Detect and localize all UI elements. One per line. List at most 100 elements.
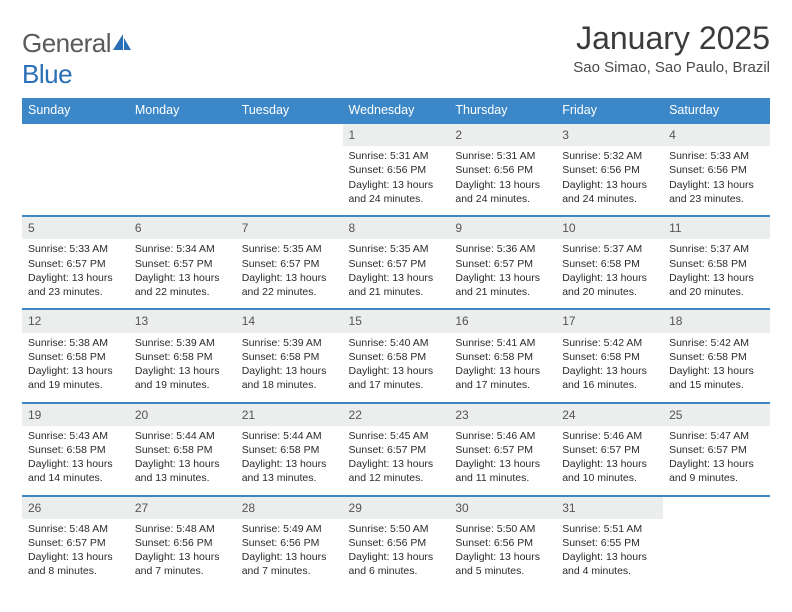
calendar-cell: 6Sunrise: 5:34 AMSunset: 6:57 PMDaylight… [129,216,236,309]
weekday-header: Sunday [22,98,129,123]
sunset-line: Sunset: 6:58 PM [28,350,123,364]
sunrise-line: Sunrise: 5:31 AM [455,149,550,163]
daylight-line: Daylight: 13 hours and 12 minutes. [349,457,444,485]
sunset-line: Sunset: 6:58 PM [455,350,550,364]
sunrise-line: Sunrise: 5:33 AM [28,242,123,256]
logo-part2: Blue [22,59,72,89]
weekday-header: Wednesday [343,98,450,123]
daylight-line: Daylight: 13 hours and 13 minutes. [242,457,337,485]
sunset-line: Sunset: 6:58 PM [669,257,764,271]
daylight-line: Daylight: 13 hours and 17 minutes. [349,364,444,392]
day-number: 26 [22,497,129,519]
header: GeneralBlue January 2025 Sao Simao, Sao … [22,20,770,90]
day-details: Sunrise: 5:48 AMSunset: 6:57 PMDaylight:… [22,519,129,588]
day-details: Sunrise: 5:45 AMSunset: 6:57 PMDaylight:… [343,426,450,495]
day-number: 21 [236,404,343,426]
sunrise-line: Sunrise: 5:42 AM [669,336,764,350]
calendar-cell: 22Sunrise: 5:45 AMSunset: 6:57 PMDayligh… [343,403,450,496]
location: Sao Simao, Sao Paulo, Brazil [573,59,770,76]
calendar-cell: 28Sunrise: 5:49 AMSunset: 6:56 PMDayligh… [236,496,343,588]
day-number: 27 [129,497,236,519]
day-number: 1 [343,124,450,146]
sunset-line: Sunset: 6:58 PM [28,443,123,457]
sunrise-line: Sunrise: 5:44 AM [242,429,337,443]
calendar-cell: 3Sunrise: 5:32 AMSunset: 6:56 PMDaylight… [556,123,663,216]
calendar-cell: 16Sunrise: 5:41 AMSunset: 6:58 PMDayligh… [449,309,556,402]
sunrise-line: Sunrise: 5:31 AM [349,149,444,163]
daylight-line: Daylight: 13 hours and 22 minutes. [242,271,337,299]
calendar-cell: 4Sunrise: 5:33 AMSunset: 6:56 PMDaylight… [663,123,770,216]
sunrise-line: Sunrise: 5:51 AM [562,522,657,536]
daylight-line: Daylight: 13 hours and 21 minutes. [349,271,444,299]
weekday-header: Friday [556,98,663,123]
sunset-line: Sunset: 6:58 PM [242,350,337,364]
sunset-line: Sunset: 6:57 PM [28,536,123,550]
calendar-cell: 8Sunrise: 5:35 AMSunset: 6:57 PMDaylight… [343,216,450,309]
calendar-cell: 29Sunrise: 5:50 AMSunset: 6:56 PMDayligh… [343,496,450,588]
day-number: 6 [129,217,236,239]
sunrise-line: Sunrise: 5:40 AM [349,336,444,350]
calendar-cell: 2Sunrise: 5:31 AMSunset: 6:56 PMDaylight… [449,123,556,216]
title-block: January 2025 Sao Simao, Sao Paulo, Brazi… [573,20,770,76]
day-details: Sunrise: 5:32 AMSunset: 6:56 PMDaylight:… [556,146,663,215]
day-details: Sunrise: 5:31 AMSunset: 6:56 PMDaylight:… [343,146,450,215]
daylight-line: Daylight: 13 hours and 20 minutes. [562,271,657,299]
calendar-cell: 23Sunrise: 5:46 AMSunset: 6:57 PMDayligh… [449,403,556,496]
day-number: 14 [236,310,343,332]
sunset-line: Sunset: 6:58 PM [669,350,764,364]
day-number: 15 [343,310,450,332]
day-number: 13 [129,310,236,332]
weekday-header: Thursday [449,98,556,123]
calendar-row: 26Sunrise: 5:48 AMSunset: 6:57 PMDayligh… [22,496,770,588]
logo: GeneralBlue [22,28,133,90]
day-details: Sunrise: 5:47 AMSunset: 6:57 PMDaylight:… [663,426,770,495]
calendar-row: 19Sunrise: 5:43 AMSunset: 6:58 PMDayligh… [22,403,770,496]
day-details: Sunrise: 5:39 AMSunset: 6:58 PMDaylight:… [236,333,343,402]
day-details: Sunrise: 5:33 AMSunset: 6:57 PMDaylight:… [22,239,129,308]
sunset-line: Sunset: 6:56 PM [455,536,550,550]
day-details: Sunrise: 5:36 AMSunset: 6:57 PMDaylight:… [449,239,556,308]
day-number: 3 [556,124,663,146]
sunset-line: Sunset: 6:56 PM [455,163,550,177]
calendar-row: 5Sunrise: 5:33 AMSunset: 6:57 PMDaylight… [22,216,770,309]
day-number: 11 [663,217,770,239]
sunrise-line: Sunrise: 5:50 AM [349,522,444,536]
day-number: 18 [663,310,770,332]
calendar-cell [663,496,770,588]
calendar-cell: 10Sunrise: 5:37 AMSunset: 6:58 PMDayligh… [556,216,663,309]
sunset-line: Sunset: 6:58 PM [349,350,444,364]
daylight-line: Daylight: 13 hours and 5 minutes. [455,550,550,578]
daylight-line: Daylight: 13 hours and 24 minutes. [562,178,657,206]
day-number: 29 [343,497,450,519]
sunrise-line: Sunrise: 5:39 AM [135,336,230,350]
calendar-cell: 12Sunrise: 5:38 AMSunset: 6:58 PMDayligh… [22,309,129,402]
sunrise-line: Sunrise: 5:33 AM [669,149,764,163]
sunrise-line: Sunrise: 5:46 AM [455,429,550,443]
calendar-cell: 18Sunrise: 5:42 AMSunset: 6:58 PMDayligh… [663,309,770,402]
logo-sail-icon [111,28,133,59]
sunrise-line: Sunrise: 5:32 AM [562,149,657,163]
day-details: Sunrise: 5:41 AMSunset: 6:58 PMDaylight:… [449,333,556,402]
sunset-line: Sunset: 6:58 PM [135,350,230,364]
calendar-cell: 20Sunrise: 5:44 AMSunset: 6:58 PMDayligh… [129,403,236,496]
sunset-line: Sunset: 6:57 PM [455,443,550,457]
daylight-line: Daylight: 13 hours and 22 minutes. [135,271,230,299]
day-details: Sunrise: 5:49 AMSunset: 6:56 PMDaylight:… [236,519,343,588]
day-details: Sunrise: 5:46 AMSunset: 6:57 PMDaylight:… [449,426,556,495]
daylight-line: Daylight: 13 hours and 15 minutes. [669,364,764,392]
calendar-cell [129,123,236,216]
sunset-line: Sunset: 6:57 PM [242,257,337,271]
sunset-line: Sunset: 6:56 PM [135,536,230,550]
daylight-line: Daylight: 13 hours and 8 minutes. [28,550,123,578]
calendar-cell: 5Sunrise: 5:33 AMSunset: 6:57 PMDaylight… [22,216,129,309]
day-number: 12 [22,310,129,332]
calendar-cell: 25Sunrise: 5:47 AMSunset: 6:57 PMDayligh… [663,403,770,496]
day-details: Sunrise: 5:42 AMSunset: 6:58 PMDaylight:… [663,333,770,402]
day-details: Sunrise: 5:35 AMSunset: 6:57 PMDaylight:… [343,239,450,308]
calendar-row: 1Sunrise: 5:31 AMSunset: 6:56 PMDaylight… [22,123,770,216]
day-number: 24 [556,404,663,426]
day-number: 31 [556,497,663,519]
sunrise-line: Sunrise: 5:46 AM [562,429,657,443]
calendar-body: 1Sunrise: 5:31 AMSunset: 6:56 PMDaylight… [22,123,770,588]
sunrise-line: Sunrise: 5:35 AM [349,242,444,256]
